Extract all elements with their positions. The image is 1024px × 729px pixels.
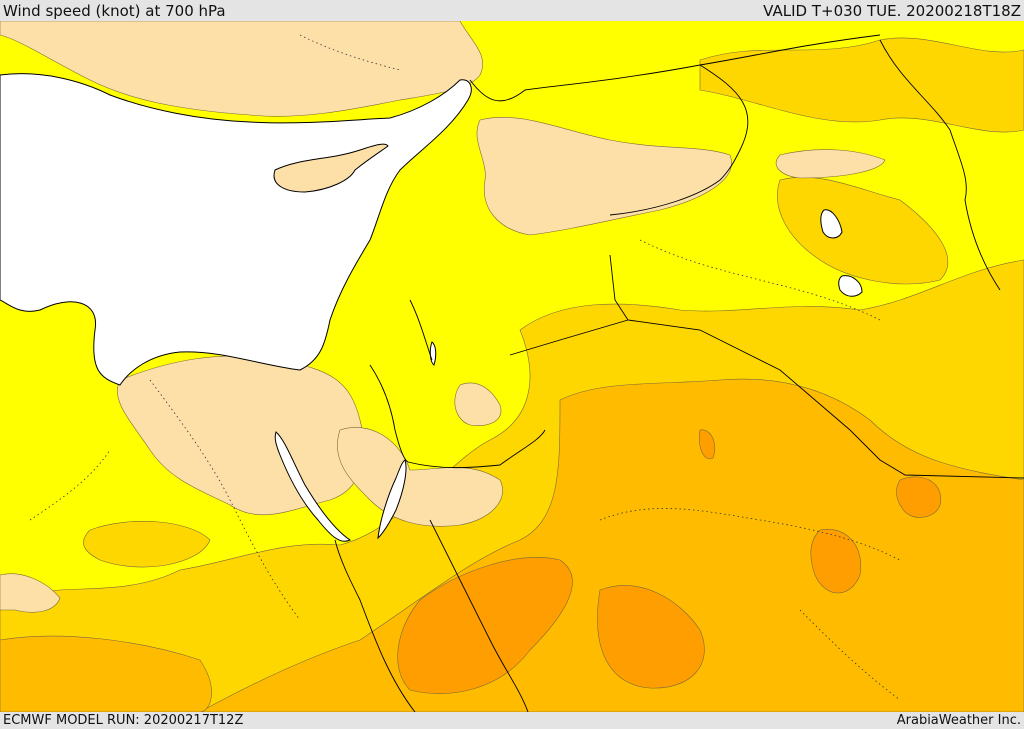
red-sea-gulf-of-suez	[274, 431, 351, 542]
moderate-wind-north	[699, 37, 1024, 133]
calm-wind-anatolia	[0, 21, 483, 117]
calm-wind-sinai	[337, 427, 503, 527]
strongest-wind-core-2	[597, 585, 705, 689]
internal-boundaries	[29, 34, 901, 701]
moderate-wind-central	[777, 177, 949, 285]
footer-bar: ECMWF MODEL RUN: 20200217T12Z ArabiaWeat…	[0, 712, 1024, 729]
cyprus-island	[273, 143, 389, 193]
strongest-wind-core-5	[699, 429, 716, 460]
moderate-wind-west	[83, 521, 211, 568]
strong-wind-west	[0, 635, 212, 712]
strongest-wind-core-4	[896, 476, 942, 518]
credit-label: ArabiaWeather Inc.	[896, 713, 1021, 728]
model-run: ECMWF MODEL RUN: 20200217T12Z	[3, 713, 244, 728]
gulf-of-aqaba	[377, 459, 407, 540]
calm-wind-west-libya	[0, 573, 61, 613]
lake-tharthar	[820, 209, 843, 239]
calm-wind-iraq	[775, 149, 886, 179]
header-bar: Wind speed (knot) at 700 hPa VALID T+030…	[0, 0, 1024, 21]
strongest-wind-core-3	[810, 528, 862, 594]
valid-time: VALID T+030 TUE. 20200218T18Z	[763, 1, 1021, 20]
calm-wind-syria	[476, 117, 732, 236]
calm-wind-jordan	[454, 382, 502, 426]
lake-razazah	[838, 275, 863, 297]
map-title: Wind speed (knot) at 700 hPa	[3, 1, 226, 20]
wind-speed-map[interactable]	[0, 21, 1024, 712]
country-borders	[334, 34, 1024, 712]
strongest-wind-core-1	[397, 557, 573, 694]
